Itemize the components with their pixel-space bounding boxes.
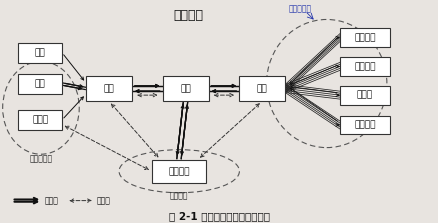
Text: 可再生能源: 可再生能源 — [29, 154, 53, 163]
Text: 工业用电: 工业用电 — [353, 33, 375, 42]
FancyBboxPatch shape — [18, 43, 62, 62]
Text: 图 2-1 智能电网数据交流方向同: 图 2-1 智能电网数据交流方向同 — [169, 211, 269, 221]
FancyBboxPatch shape — [239, 76, 285, 101]
Text: 智能电网: 智能电网 — [173, 8, 203, 22]
Text: 能量流: 能量流 — [44, 196, 58, 205]
FancyBboxPatch shape — [339, 57, 389, 76]
Text: 信息流: 信息流 — [97, 196, 110, 205]
Text: 电动汽车: 电动汽车 — [353, 120, 375, 130]
Text: 变电: 变电 — [180, 84, 191, 93]
Text: 实时调度: 实时调度 — [170, 192, 188, 201]
Text: 新能源: 新能源 — [32, 116, 48, 124]
Text: 智能调电: 智能调电 — [168, 167, 189, 176]
Text: 风光储: 风光储 — [356, 91, 372, 100]
Text: 配电: 配电 — [256, 84, 267, 93]
Text: 输电: 输电 — [103, 84, 114, 93]
Text: 水电: 水电 — [35, 79, 46, 89]
FancyBboxPatch shape — [86, 76, 132, 101]
FancyBboxPatch shape — [18, 74, 62, 94]
Text: 双向信息流: 双向信息流 — [288, 4, 311, 13]
Text: 居民用电: 居民用电 — [353, 62, 375, 71]
FancyBboxPatch shape — [151, 160, 206, 183]
FancyBboxPatch shape — [339, 28, 389, 47]
Text: 火电: 火电 — [35, 48, 46, 57]
FancyBboxPatch shape — [162, 76, 208, 101]
FancyBboxPatch shape — [339, 86, 389, 105]
FancyBboxPatch shape — [18, 110, 62, 130]
FancyBboxPatch shape — [339, 116, 389, 134]
